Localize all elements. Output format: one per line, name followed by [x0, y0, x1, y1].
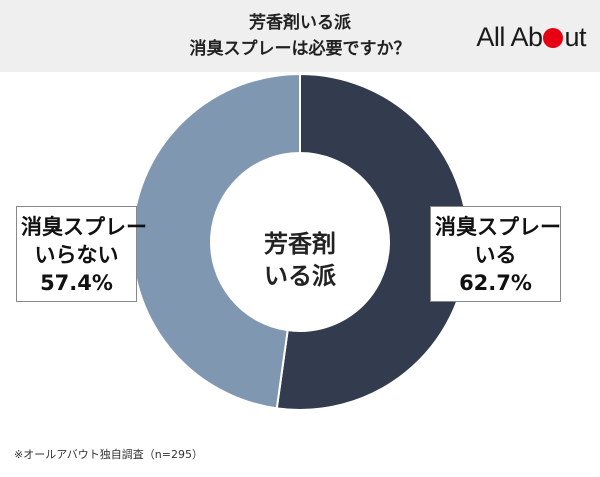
logo-text-after: ut — [564, 22, 586, 52]
donut-center-line-2: いる派 — [264, 262, 336, 290]
label-spray-not-needed: 消臭スプレー いらない 57.4% — [16, 206, 147, 302]
label-spray-needed-line-2: いる — [474, 243, 517, 267]
donut-center-label: 芳香剤 いる派 — [230, 228, 370, 292]
label-spray-needed: 消臭スプレー いる 62.7% — [430, 206, 561, 302]
slice-spray-not-needed — [131, 72, 301, 410]
label-spray-not-needed-value: 57.4% — [40, 271, 113, 295]
chart-title-line-2: 消臭スプレーは必要ですか？ — [189, 39, 411, 59]
donut-center-line-1: 芳香剤 — [264, 230, 336, 258]
logo-text-before: All Ab — [476, 22, 543, 52]
label-spray-not-needed-line-1: 消臭スプレー — [21, 215, 147, 239]
logo-red-dot: o — [543, 28, 564, 48]
label-spray-needed-value: 62.7% — [459, 271, 532, 295]
chart-header: 芳香剤いる派 消臭スプレーは必要ですか？ All About — [0, 0, 600, 72]
allabout-logo: All About — [476, 20, 586, 54]
chart-title: 芳香剤いる派 消臭スプレーは必要ですか？ — [100, 10, 500, 62]
label-spray-not-needed-line-2: いらない — [34, 243, 119, 267]
label-spray-needed-line-1: 消臭スプレー — [435, 215, 561, 239]
chart-title-line-1: 芳香剤いる派 — [249, 13, 351, 33]
slice-spray-needed — [275, 72, 469, 411]
survey-footnote: ※オールアバウト独自調査（n=295） — [14, 448, 203, 461]
